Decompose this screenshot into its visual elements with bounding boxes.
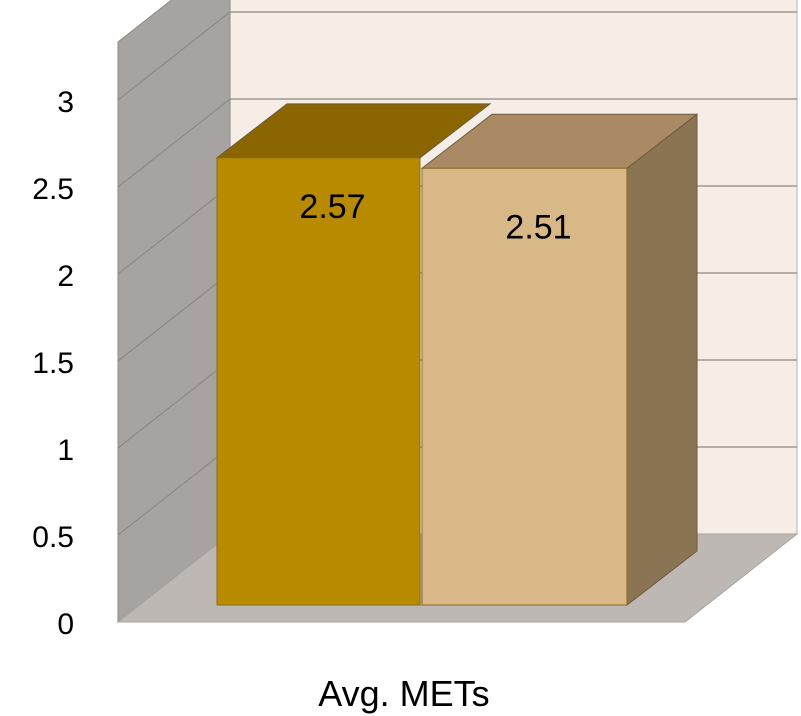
y-tick-label: 2.5 [32, 173, 74, 206]
y-axis-tick-labels: 0 0.5 1 1.5 2 2.5 3 [32, 86, 74, 641]
x-axis-category-label: Avg. METs [318, 673, 489, 714]
y-tick-label: 1.5 [32, 347, 74, 380]
gridline-side [117, 11, 231, 101]
y-tick-label: 0.5 [32, 521, 74, 554]
side-wall [117, 0, 231, 624]
gridline-side [117, 185, 231, 275]
gridline-side [117, 446, 231, 536]
bar-data-label: 2.51 [505, 208, 571, 246]
bar-1: 2.57 [215, 103, 492, 606]
y-tick-label: 0 [57, 608, 74, 641]
bar-data-label: 2.57 [299, 188, 365, 226]
y-tick-label: 3 [57, 86, 74, 119]
bar-front-face [421, 167, 628, 606]
bar-side-face [626, 113, 698, 607]
gridline-side [117, 98, 231, 188]
bars: 2.57 2.51 [215, 103, 699, 607]
y-tick-label: 2 [57, 260, 74, 293]
bar-front-face [216, 157, 421, 606]
gridline-side [117, 359, 231, 449]
gridline-side [117, 272, 231, 362]
bar-2: 2.51 [420, 113, 699, 607]
y-tick-label: 1 [57, 434, 74, 467]
